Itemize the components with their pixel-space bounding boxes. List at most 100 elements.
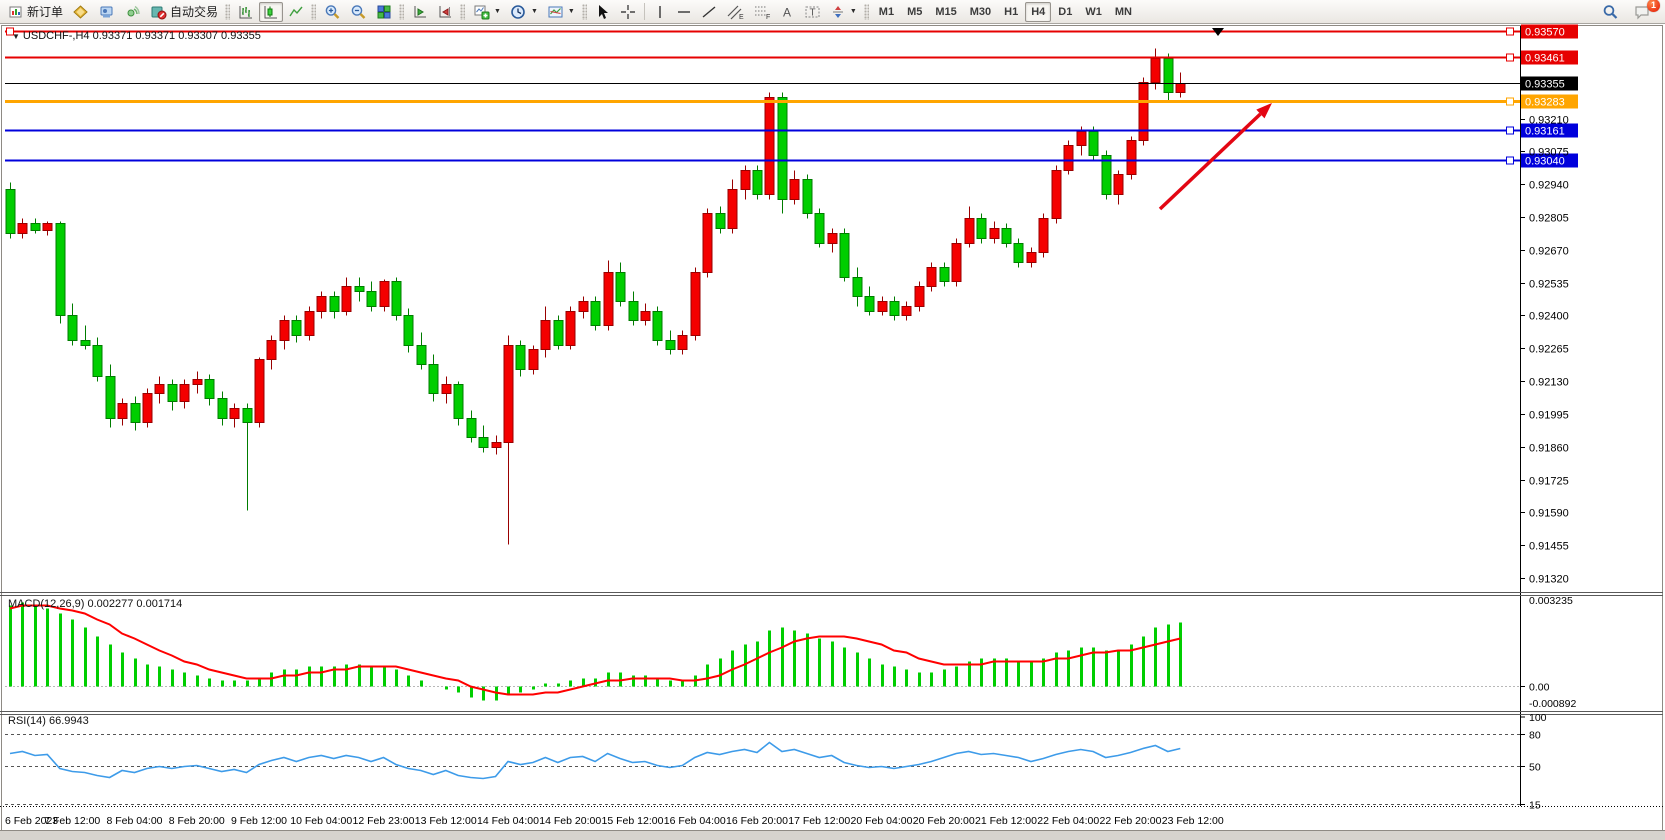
channel-button[interactable]: E: [722, 2, 748, 22]
tile-windows-button[interactable]: [372, 2, 396, 22]
svg-text:17 Feb 12:00: 17 Feb 12:00: [788, 815, 850, 827]
auto-scroll-icon: [414, 5, 427, 17]
notification-badge: 1: [1647, 0, 1660, 12]
template-icon: [548, 6, 563, 17]
cursor-button[interactable]: [591, 2, 615, 22]
chart-line-button[interactable]: [284, 2, 308, 22]
toolbar-grip: [311, 3, 317, 20]
svg-text:22 Feb 20:00: 22 Feb 20:00: [1100, 815, 1162, 827]
fibonacci-button[interactable]: F: [749, 2, 775, 22]
templates-button[interactable]: ▼: [543, 2, 579, 22]
timeframe-m30-button[interactable]: M30: [969, 5, 992, 18]
svg-text:0.91320: 0.91320: [1529, 574, 1569, 586]
arrows-button[interactable]: ▼: [826, 2, 861, 22]
trend-arrow[interactable]: [1158, 103, 1272, 211]
svg-text:13 Feb 12:00: 13 Feb 12:00: [415, 815, 477, 827]
fibonacci-icon: F: [754, 6, 770, 20]
svg-text:6 Feb 2023: 6 Feb 2023: [5, 815, 58, 827]
svg-text:0.93075: 0.93075: [1529, 147, 1569, 159]
toolbar-grip: [863, 3, 869, 20]
dropdown-caret: ▼: [849, 8, 857, 15]
svg-text:A: A: [783, 5, 791, 19]
line-handle: [1506, 27, 1514, 36]
rsi-pane: [5, 716, 1525, 805]
svg-text:0.93570: 0.93570: [1525, 27, 1565, 39]
macd-pane: [5, 602, 1525, 701]
price-label-box: [1521, 123, 1578, 138]
auto-scroll-button[interactable]: [408, 2, 432, 22]
price-axis: [1520, 26, 1525, 806]
chart-bars-button[interactable]: [234, 2, 258, 22]
periods-button[interactable]: ▼: [506, 2, 542, 22]
indicators-button[interactable]: ▼: [469, 2, 505, 22]
timeframe-d1-button[interactable]: D1: [1058, 5, 1073, 18]
svg-text:0.93283: 0.93283: [1525, 97, 1565, 109]
timeframe-m15-button[interactable]: M15: [935, 5, 957, 18]
svg-text:0.93040: 0.93040: [1525, 156, 1565, 168]
search-button[interactable]: [1598, 2, 1623, 22]
svg-text:100: 100: [1529, 712, 1547, 724]
timeframe-w1-button[interactable]: W1: [1085, 5, 1102, 18]
trendline-button[interactable]: [697, 2, 721, 22]
svg-text:0.91455: 0.91455: [1529, 541, 1569, 553]
svg-text:0.91995: 0.91995: [1529, 410, 1569, 422]
horizontal-line-icon: [677, 10, 690, 13]
text-label-button[interactable]: T: [800, 2, 825, 22]
chart-svg[interactable]: 0.93570 0.93461 0.93355 0.93283 0.93161 0.930…: [0, 24, 1665, 840]
notifications-button[interactable]: 1: [1629, 0, 1660, 22]
chart-canvas[interactable]: 0.93570 0.93461 0.93355 0.93283 0.93161 0.930…: [0, 24, 1665, 840]
chart-candles-button[interactable]: [259, 1, 284, 22]
svg-text:20 Feb 20:00: 20 Feb 20:00: [913, 815, 975, 827]
text-button[interactable]: A: [776, 2, 799, 22]
community-button[interactable]: [94, 2, 119, 22]
chart-shift-button[interactable]: [433, 2, 457, 22]
new-order-label: 新订单: [27, 5, 64, 19]
new-order-button[interactable]: 新订单: [4, 2, 67, 22]
svg-text:0.92400: 0.92400: [1529, 311, 1569, 323]
price-label-box: [1521, 76, 1578, 91]
text-icon: A: [783, 5, 791, 19]
timeframe-mn-button[interactable]: MN: [1114, 5, 1132, 18]
line-handle: [1506, 53, 1514, 62]
svg-text:0.93161: 0.93161: [1525, 126, 1565, 138]
vertical-line-button[interactable]: [649, 2, 671, 22]
toolbar-separator: [643, 3, 645, 20]
autotrading-button[interactable]: 自动交易: [146, 2, 222, 22]
timeframe-h4-button[interactable]: H4: [1025, 1, 1052, 22]
svg-text:9 Feb 12:00: 9 Feb 12:00: [231, 815, 287, 827]
price-label-box: [1521, 94, 1578, 109]
line-handle: [1506, 97, 1514, 106]
toolbar-grip: [581, 3, 587, 20]
signals-button[interactable]: [120, 2, 145, 22]
timeframe-h1-button[interactable]: H1: [1004, 5, 1019, 18]
svg-text:12 Feb 23:00: 12 Feb 23:00: [353, 815, 415, 827]
zoom-out-button[interactable]: [346, 2, 371, 22]
dropdown-caret: ▼: [567, 8, 575, 15]
svg-text:16 Feb 20:00: 16 Feb 20:00: [726, 815, 788, 827]
timeframe-m1-button[interactable]: M1: [878, 5, 895, 18]
tile-windows-icon: [377, 5, 391, 18]
svg-text:14 Feb 04:00: 14 Feb 04:00: [477, 815, 539, 827]
timeframe-m5-button[interactable]: M5: [907, 5, 923, 18]
horizontal-line-button[interactable]: [672, 2, 696, 22]
svg-text:F: F: [766, 14, 770, 20]
candlestick-icon: [264, 5, 278, 18]
svg-text:8 Feb 20:00: 8 Feb 20:00: [169, 815, 225, 827]
svg-text:23 Feb 12:00: 23 Feb 12:00: [1162, 815, 1224, 827]
toolbar-grip: [225, 3, 231, 20]
zoom-in-icon: [325, 4, 340, 19]
svg-text:0.91860: 0.91860: [1529, 443, 1569, 455]
zoom-in-button[interactable]: [320, 2, 345, 22]
svg-text:15: 15: [1529, 800, 1541, 812]
horizontal-level-lines[interactable]: [5, 24, 1578, 168]
chart-shift-marker[interactable]: [1212, 28, 1224, 36]
crosshair-button[interactable]: [616, 2, 640, 22]
svg-text:0.93355: 0.93355: [1525, 79, 1565, 91]
svg-text:0.92940: 0.92940: [1529, 180, 1569, 192]
symbols-button[interactable]: [68, 2, 93, 22]
svg-text:T: T: [809, 7, 815, 18]
svg-text:14 Feb 20:00: 14 Feb 20:00: [539, 815, 601, 827]
svg-text:8 Feb 04:00: 8 Feb 04:00: [106, 815, 162, 827]
arrows-shapes-icon: [832, 5, 843, 18]
add-indicator-icon: [474, 5, 490, 19]
